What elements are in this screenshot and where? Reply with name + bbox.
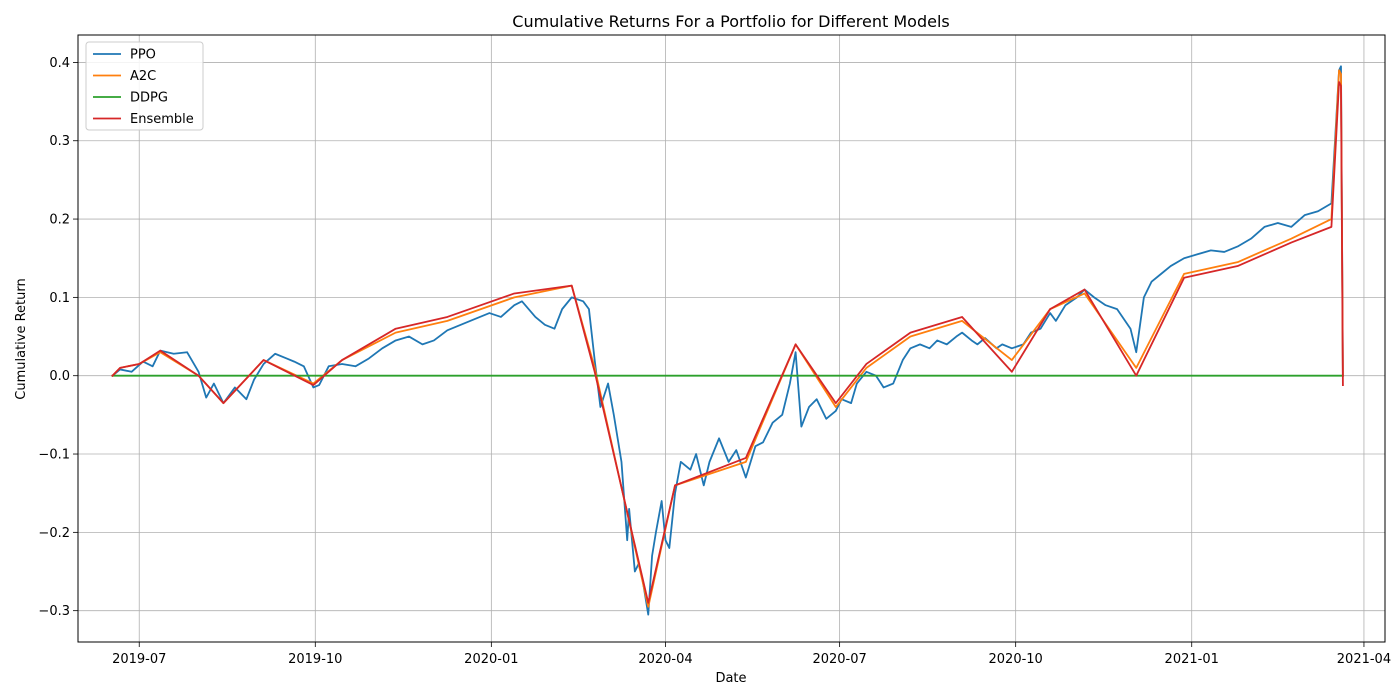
y-axis-label: Cumulative Return <box>14 278 29 399</box>
legend: PPO A2C DDPG Ensemble <box>85 41 204 131</box>
y-tick-label: −0.3 <box>38 604 70 619</box>
series-lines <box>111 65 1344 616</box>
y-tick-label: 0.4 <box>49 56 70 71</box>
legend-box <box>85 41 204 131</box>
y-tick-label: −0.2 <box>38 526 70 541</box>
chart-title: Cumulative Returns For a Portfolio for D… <box>512 12 949 31</box>
x-tick-label: 2020-10 <box>989 652 1043 667</box>
plot-frame <box>77 34 1386 643</box>
series-line-ppo <box>111 65 1344 616</box>
y-tick-label: 0.2 <box>49 213 70 228</box>
y-tick-label: 0.3 <box>49 134 70 149</box>
legend-label-ppo: PPO <box>130 48 156 63</box>
y-axis: −0.3 −0.2 −0.1 0.0 0.1 0.2 0.3 0.4 <box>38 56 78 619</box>
y-tick-label: 0.1 <box>49 291 70 306</box>
x-tick-label: 2020-01 <box>464 652 518 667</box>
legend-label-a2c: A2C <box>130 69 156 84</box>
x-tick-label: 2019-07 <box>112 652 166 667</box>
x-tick-label: 2020-04 <box>638 652 692 667</box>
legend-label-ddpg: DDPG <box>130 91 168 106</box>
x-axis-label: Date <box>715 671 746 686</box>
y-tick-label: 0.0 <box>49 369 70 384</box>
series-line-ensemble <box>111 81 1344 604</box>
x-tick-label: 2021-04 <box>1337 652 1391 667</box>
y-tick-label: −0.1 <box>38 448 70 463</box>
x-tick-label: 2021-01 <box>1165 652 1219 667</box>
x-axis: 2019-07 2019-10 2020-01 2020-04 2020-07 2020-… <box>112 642 1391 667</box>
x-tick-label: 2020-07 <box>812 652 866 667</box>
plot-area <box>77 34 1386 643</box>
x-tick-label: 2019-10 <box>288 652 342 667</box>
legend-label-ensemble: Ensemble <box>130 112 194 127</box>
